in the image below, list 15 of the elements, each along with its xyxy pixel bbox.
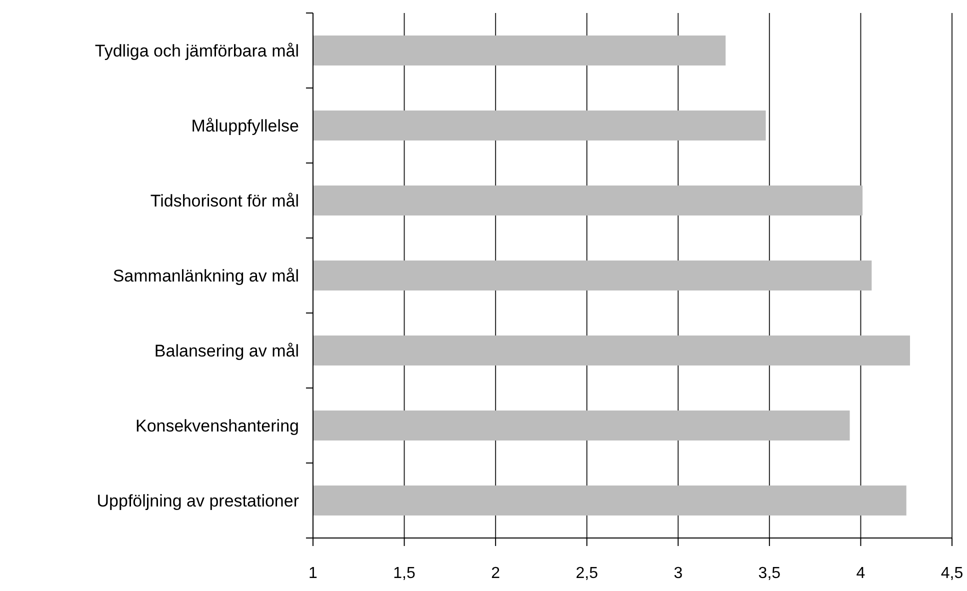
x-tick-label: 2,5 <box>576 565 598 582</box>
x-tick-label: 4 <box>856 565 866 582</box>
y-tick-label: Tydliga och jämförbara mål <box>94 41 299 60</box>
y-tick-label: Sammanlänkning av mål <box>112 266 299 286</box>
y-tick-label: Balansering av mål <box>154 341 299 360</box>
x-tick-label: 4,5 <box>940 565 964 582</box>
y-tick-label: Tidshorisont för mål <box>150 191 299 210</box>
y-tick-label: Måluppfyllelse <box>191 116 299 136</box>
x-tick-label: 2 <box>491 565 500 582</box>
y-tick-label: Uppföljning av prestationer <box>96 491 300 510</box>
x-tick-label: 1 <box>308 565 318 582</box>
x-tick-label: 1,5 <box>393 565 416 582</box>
y-tick-label: Konsekvenshantering <box>135 416 299 436</box>
x-tick-label: 3 <box>674 565 683 582</box>
x-tick-label: 3,5 <box>758 565 781 582</box>
